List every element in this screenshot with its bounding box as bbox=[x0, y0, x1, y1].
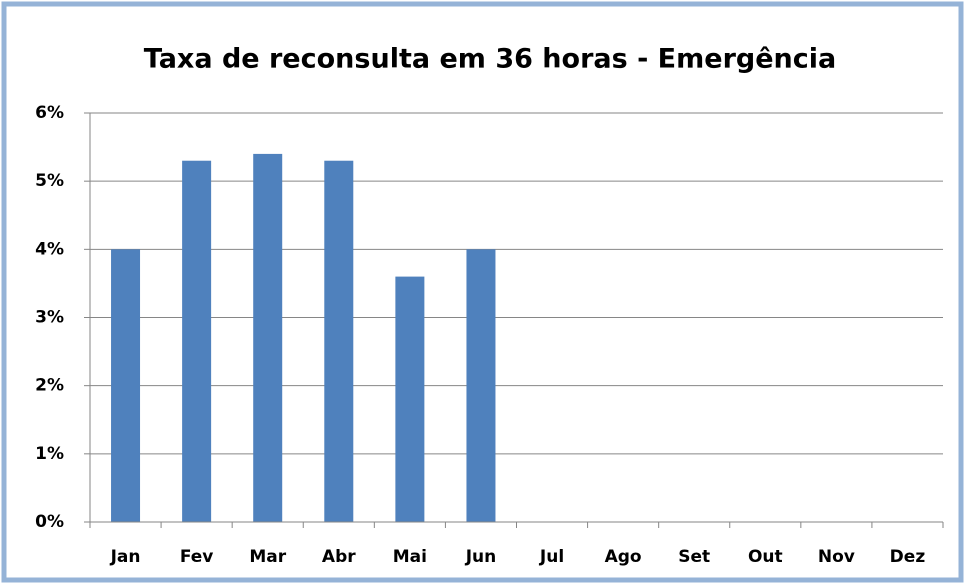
x-tick-label: Set bbox=[678, 547, 710, 567]
x-tick-label: Jul bbox=[539, 547, 564, 567]
y-tick-label: 2% bbox=[35, 376, 64, 396]
x-tick-label: Out bbox=[748, 547, 783, 567]
x-tick-label: Mai bbox=[393, 547, 427, 567]
y-tick-label: 0% bbox=[35, 512, 64, 532]
bar bbox=[182, 160, 212, 522]
x-tick-label: Jan bbox=[110, 547, 141, 567]
y-tick-label: 3% bbox=[35, 308, 64, 328]
x-tick-label: Abr bbox=[322, 547, 356, 567]
bar bbox=[395, 276, 425, 522]
bar bbox=[111, 249, 141, 523]
x-tick-label: Nov bbox=[818, 547, 855, 567]
x-tick-label: Dez bbox=[890, 547, 926, 567]
y-tick-label: 6% bbox=[35, 103, 64, 123]
y-tick-label: 5% bbox=[35, 171, 64, 191]
bar bbox=[324, 160, 354, 522]
x-tick-label: Fev bbox=[180, 547, 214, 567]
bar bbox=[253, 153, 283, 522]
x-tick-label: Ago bbox=[605, 547, 642, 567]
x-tick-label: Jun bbox=[465, 547, 497, 567]
x-tick-label: Mar bbox=[249, 547, 286, 567]
bar bbox=[466, 249, 496, 523]
chart-title: Taxa de reconsulta em 36 horas - Emergên… bbox=[144, 44, 836, 75]
y-tick-label: 4% bbox=[35, 239, 64, 259]
y-tick-label: 1% bbox=[35, 444, 64, 464]
